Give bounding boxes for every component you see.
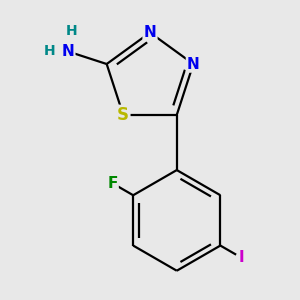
Text: N: N: [187, 56, 200, 71]
Text: F: F: [107, 176, 118, 191]
Text: N: N: [61, 44, 74, 59]
Text: I: I: [238, 250, 244, 265]
Text: H: H: [66, 24, 78, 38]
Text: N: N: [144, 25, 156, 40]
Text: H: H: [44, 44, 56, 58]
Text: S: S: [117, 106, 129, 124]
